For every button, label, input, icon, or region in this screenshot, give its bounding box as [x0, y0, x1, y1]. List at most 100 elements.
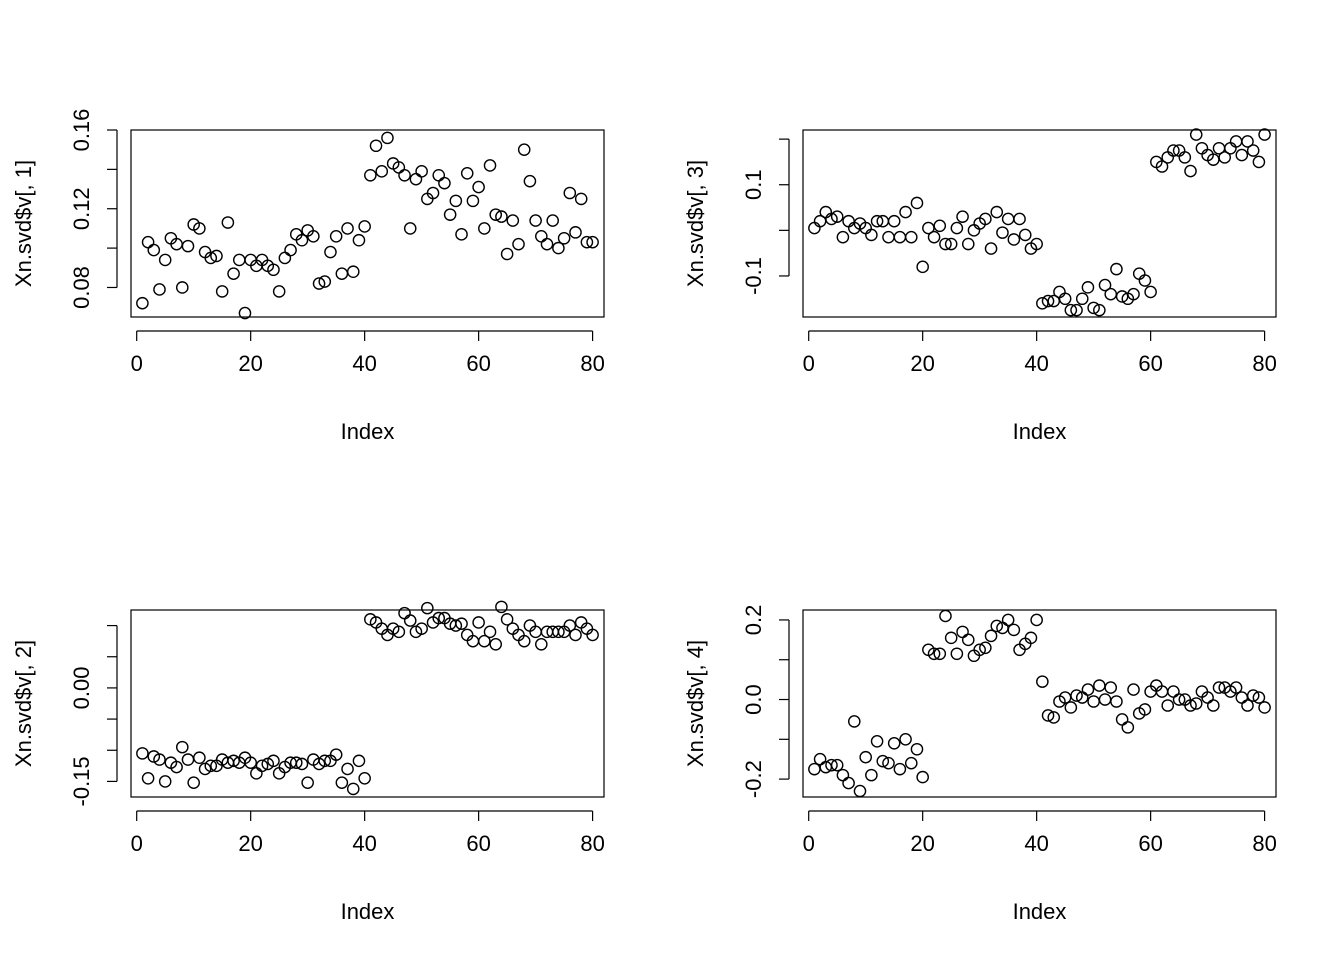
- data-point: [961, 633, 975, 647]
- data-point: [181, 753, 195, 766]
- data-point: [813, 752, 827, 766]
- x-tick-label: 60: [466, 831, 490, 856]
- data-point: [1041, 709, 1055, 722]
- data-point: [1007, 623, 1021, 637]
- data-point: [449, 619, 463, 632]
- data-point: [352, 754, 366, 768]
- data-point: [1064, 303, 1078, 317]
- data-point: [1093, 679, 1106, 692]
- data-point: [455, 228, 468, 241]
- x-tick-label: 60: [1138, 831, 1162, 856]
- data-point: [478, 222, 491, 235]
- data-point: [227, 754, 240, 768]
- data-point: [489, 208, 503, 221]
- data-points: [136, 131, 599, 320]
- data-point: [204, 251, 218, 265]
- data-point: [472, 616, 485, 629]
- x-tick-label: 80: [1252, 351, 1276, 376]
- data-point: [927, 230, 941, 244]
- data-point: [1001, 613, 1015, 627]
- data-point: [552, 625, 565, 639]
- x-tick-label: 40: [352, 831, 376, 856]
- data-point: [819, 205, 833, 219]
- data-point: [1081, 281, 1095, 294]
- data-point: [1178, 151, 1192, 164]
- data-point: [181, 239, 195, 253]
- data-point: [574, 192, 588, 206]
- data-point: [1075, 292, 1089, 306]
- data-point: [1030, 237, 1043, 251]
- data-point: [552, 241, 565, 255]
- data-point: [500, 247, 514, 261]
- plot-frame: [130, 609, 605, 798]
- data-point: [569, 628, 582, 642]
- data-point: [312, 277, 326, 290]
- data-point: [495, 210, 508, 223]
- data-point: [324, 245, 337, 259]
- data-point: [825, 758, 838, 772]
- x-tick-label: 40: [352, 351, 376, 376]
- data-point: [136, 296, 149, 310]
- data-point: [1252, 691, 1266, 704]
- data-point: [278, 251, 292, 265]
- data-point: [979, 212, 992, 226]
- data-point: [1070, 303, 1083, 317]
- data-point: [289, 756, 303, 770]
- data-point: [979, 641, 992, 655]
- x-tick-label: 40: [1024, 831, 1048, 856]
- data-point: [403, 222, 417, 235]
- x-tick-label: 20: [910, 351, 934, 376]
- data-points: [136, 600, 599, 796]
- data-point: [227, 267, 240, 280]
- x-tick-label: 0: [803, 831, 815, 856]
- data-point: [141, 772, 155, 785]
- data-point: [546, 214, 560, 227]
- data-point: [927, 647, 941, 661]
- data-point: [141, 235, 155, 249]
- data-point: [215, 285, 229, 298]
- data-point: [1235, 691, 1249, 704]
- data-point: [1007, 233, 1021, 246]
- plot-frame: [130, 129, 605, 318]
- data-point: [523, 174, 537, 188]
- data-point: [563, 186, 577, 200]
- x-tick-label: 20: [238, 831, 262, 856]
- data-point: [1127, 683, 1140, 696]
- data-point: [1047, 711, 1061, 724]
- data-point: [870, 214, 884, 228]
- y-tick-label: -0.15: [69, 756, 94, 806]
- data-point: [916, 770, 929, 784]
- data-point: [967, 224, 981, 237]
- data-point: [466, 194, 480, 208]
- data-points: [808, 609, 1271, 798]
- data-point: [847, 715, 861, 728]
- data-point: [973, 643, 986, 657]
- data-point: [882, 230, 895, 244]
- data-point: [478, 634, 491, 648]
- data-point: [1246, 689, 1260, 702]
- data-point: [1110, 262, 1123, 276]
- data-point: [1138, 274, 1152, 287]
- data-point: [1212, 681, 1226, 694]
- data-point: [500, 613, 514, 626]
- data-point: [950, 647, 964, 661]
- data-point: [865, 768, 878, 782]
- data-point: [238, 306, 252, 320]
- panel-bottom-left: 0 20 40 60 80 Index -0.15 0.00 Xn.svd$v[, 2]: [11, 600, 605, 924]
- data-point: [825, 212, 838, 226]
- x-tick-label: 60: [466, 351, 490, 376]
- data-point: [580, 235, 594, 249]
- y-tick-label: 0.2: [741, 605, 766, 636]
- data-point: [1036, 675, 1049, 688]
- data-point: [1001, 212, 1015, 226]
- data-point: [830, 210, 844, 223]
- data-point: [1053, 285, 1066, 299]
- data-point: [443, 208, 457, 221]
- data-point: [853, 784, 867, 798]
- data-point: [1161, 151, 1175, 164]
- data-point: [358, 220, 371, 233]
- data-point: [358, 772, 371, 785]
- data-point: [990, 619, 1004, 633]
- data-point: [1184, 699, 1197, 712]
- data-point: [956, 625, 969, 639]
